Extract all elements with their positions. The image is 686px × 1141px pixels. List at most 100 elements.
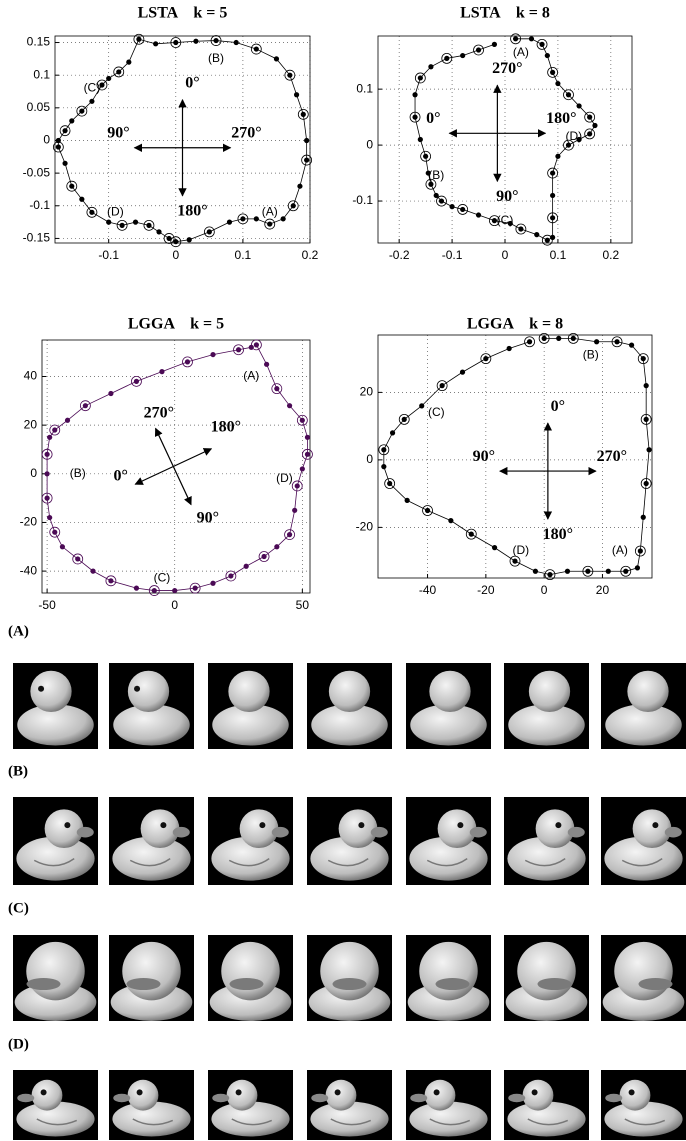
point [428, 64, 433, 69]
point [644, 481, 649, 486]
chart-title: LGGA k = 5 [128, 316, 224, 333]
point [606, 569, 611, 574]
point [79, 197, 84, 202]
duck-beak [508, 1094, 525, 1102]
point [126, 60, 131, 65]
duck-head [620, 1080, 651, 1111]
point [45, 471, 50, 476]
point [428, 182, 433, 187]
point [213, 38, 218, 43]
point [166, 236, 171, 241]
y-tick-label: 0 [43, 133, 50, 147]
direction-label: 270° [231, 124, 261, 141]
x-tick-label: 0.2 [602, 248, 619, 262]
duck-beak [27, 978, 61, 990]
duck-image [307, 797, 392, 885]
point-annotation: (B) [428, 168, 444, 182]
duck-beak [127, 978, 161, 990]
y-tick-label: -0.05 [23, 165, 51, 179]
point [172, 588, 177, 593]
point-annotation: (A) [262, 204, 278, 218]
point [483, 356, 488, 361]
duck-image [109, 797, 194, 885]
duck-image [406, 663, 491, 749]
page: LSTA k = 5-0.100.10.2-0.15-0.1-0.0500.05… [0, 0, 686, 1141]
point [301, 112, 306, 117]
point [460, 370, 465, 375]
point [533, 569, 538, 574]
point [646, 447, 651, 452]
y-tick-label: -20 [20, 515, 38, 529]
duck-beak [230, 978, 264, 990]
duck-head [26, 942, 84, 1000]
point [440, 383, 445, 388]
duck-image [504, 797, 589, 885]
y-tick-label: -0.15 [23, 231, 51, 245]
point [304, 138, 309, 143]
point [390, 430, 395, 435]
point [254, 216, 259, 221]
x-tick-label: 0.2 [302, 248, 319, 262]
duck-eye [134, 686, 140, 692]
point [234, 40, 239, 45]
duck-head [128, 671, 169, 712]
point [476, 212, 481, 217]
direction-label: 180° [177, 202, 207, 219]
point [108, 578, 113, 583]
point [207, 229, 212, 234]
point [156, 229, 161, 234]
y-tick-label: -40 [20, 563, 38, 577]
point [576, 103, 581, 108]
point [52, 427, 57, 432]
point [304, 157, 309, 162]
point [116, 69, 121, 74]
duck-beak [311, 1094, 328, 1102]
point [555, 154, 560, 159]
point [274, 544, 279, 549]
duck-head [228, 671, 269, 712]
point [254, 342, 259, 347]
duck-image [601, 797, 686, 885]
point [587, 115, 592, 120]
point [249, 345, 254, 350]
point-annotation: (B) [208, 51, 224, 65]
point [228, 573, 233, 578]
point [542, 336, 547, 341]
point [287, 532, 292, 537]
point [492, 42, 497, 47]
point [79, 108, 84, 113]
point [153, 41, 158, 46]
image-row-label: (C) [8, 900, 29, 916]
duck-beak [371, 827, 388, 838]
point-annotation: (B) [583, 347, 599, 361]
point [210, 581, 215, 586]
point [460, 207, 465, 212]
point [423, 154, 428, 159]
y-tick-label: -0.1 [352, 193, 373, 207]
duck-image [208, 797, 293, 885]
point [635, 565, 640, 570]
point-annotation: (D) [107, 204, 124, 218]
point [629, 343, 634, 348]
duck-image [307, 935, 392, 1021]
duck-head [128, 1080, 159, 1111]
point [412, 92, 417, 97]
duck-image [504, 935, 589, 1021]
point [476, 47, 481, 52]
point [75, 556, 80, 561]
point-annotation: (C) [84, 80, 101, 94]
point [133, 220, 138, 225]
point [419, 403, 424, 408]
point [614, 339, 619, 344]
duck-head [329, 671, 370, 712]
point [108, 391, 113, 396]
duck-beak [272, 827, 289, 838]
duck-head [627, 671, 668, 712]
point [550, 215, 555, 220]
duck-beak [605, 1094, 622, 1102]
chart-title: LGGA k = 8 [467, 316, 563, 333]
direction-label: 0° [114, 468, 128, 485]
point [449, 204, 454, 209]
point [469, 532, 474, 537]
image-row-label: (B) [8, 763, 28, 779]
